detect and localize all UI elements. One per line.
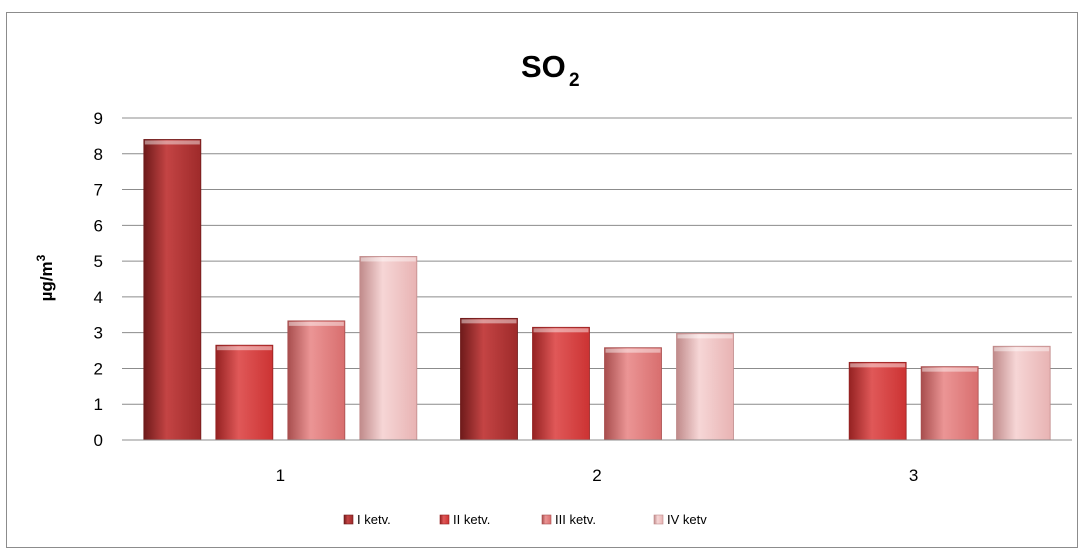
legend-swatch: [541, 514, 552, 525]
y-tick-label: 0: [94, 431, 103, 450]
x-tick-label: 1: [276, 466, 285, 485]
legend-swatch: [343, 514, 354, 525]
chart-title-subscript: 2: [569, 70, 580, 91]
bar-top-highlight: [288, 321, 344, 326]
x-tick-label: 2: [592, 466, 601, 485]
y-tick-label: 3: [94, 324, 103, 343]
x-axis-ticks: 1 2 3: [276, 466, 919, 485]
y-tick-label: 1: [94, 395, 103, 414]
gridlines: [122, 117, 1072, 405]
y-tick-label: 2: [94, 359, 103, 378]
y-axis-label: µg/m3: [34, 254, 56, 301]
y-tick-label: 8: [94, 145, 103, 164]
y-axis-ticks: 0 1 2 3 4 5 6 7 8 9: [94, 109, 103, 450]
bar-top-highlight: [216, 346, 272, 351]
y-tick-label: 4: [94, 288, 103, 307]
y-axis-label-superscript: 3: [34, 254, 48, 261]
bar-1-category-2: [460, 317, 518, 441]
y-tick-label: 9: [94, 109, 103, 128]
y-tick-label: 5: [94, 252, 103, 271]
bar-top-highlight: [144, 140, 200, 145]
legend-item: III ketv.: [541, 512, 596, 527]
legend-label: IV ketv: [667, 512, 707, 527]
x-tick-label: 3: [909, 466, 918, 485]
legend: I ketv. II ketv. III ketv. IV ketv: [343, 512, 707, 527]
bar-2-category-2: [532, 326, 590, 441]
legend-label: II ketv.: [453, 512, 490, 527]
legend-item: IV ketv: [653, 512, 707, 527]
bar-top-highlight: [360, 257, 416, 262]
legend-label: I ketv.: [357, 512, 391, 527]
bar-top-highlight: [605, 348, 661, 353]
bar-3-category-3: [920, 366, 979, 441]
chart-title: SO: [521, 49, 566, 84]
bar-1-category-1: [143, 139, 202, 441]
bar-top-highlight: [994, 347, 1050, 352]
bar-4-category-1: [359, 256, 418, 441]
bar-top-highlight: [850, 363, 906, 368]
legend-item: II ketv.: [439, 512, 490, 527]
bar-2-category-1: [215, 344, 274, 441]
legend-label: III ketv.: [555, 512, 596, 527]
y-axis-label-text: µg/m: [37, 261, 56, 301]
bar-4-category-3: [992, 345, 1051, 441]
bar-2-category-3: [848, 361, 907, 441]
bar-top-highlight: [461, 319, 517, 324]
bar-top-highlight: [533, 328, 589, 333]
y-tick-label: 7: [94, 181, 103, 200]
bars: [143, 139, 1051, 441]
bar-top-highlight: [677, 334, 733, 339]
bar-top-highlight: [922, 367, 978, 372]
legend-swatch: [653, 514, 664, 525]
y-tick-label: 6: [94, 216, 103, 235]
bar-3-category-2: [604, 347, 662, 441]
bar-4-category-2: [676, 332, 734, 441]
legend-swatch: [439, 514, 450, 525]
bar-3-category-1: [287, 320, 346, 441]
legend-item: I ketv.: [343, 512, 391, 527]
